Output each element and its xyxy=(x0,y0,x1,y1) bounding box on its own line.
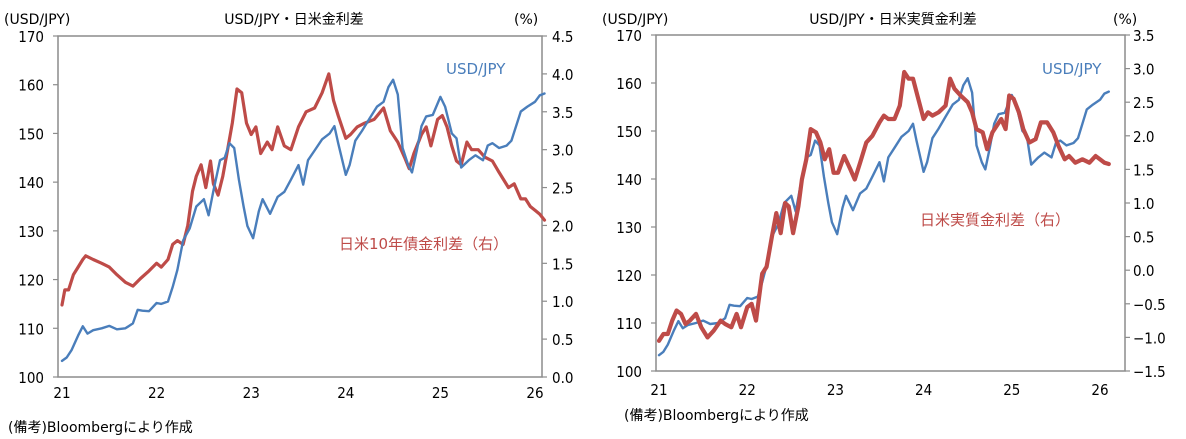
left-tick-label: 120 xyxy=(18,272,44,290)
x-tick-label: 25 xyxy=(1003,381,1020,399)
left-tick-label: 150 xyxy=(616,123,642,141)
left-tick-label: 130 xyxy=(616,219,642,237)
right-axis-unit: (%) xyxy=(514,12,538,28)
right-tick-label: 1.5 xyxy=(552,255,573,273)
source-note: (備考)Bloombergにより作成 xyxy=(624,408,809,424)
plot-frame xyxy=(57,35,543,378)
left-axis-unit: (USD/JPY) xyxy=(602,12,668,28)
x-tick-label: 22 xyxy=(148,384,165,402)
right-tick-label: 4.0 xyxy=(552,66,573,84)
x-tick-label: 21 xyxy=(650,381,667,399)
right-tick-label: 3.5 xyxy=(1133,27,1154,45)
chart-usdjpy-real-spread: (USD/JPY) USD/JPY・日米実質金利差 (%) (備考)Bloomb… xyxy=(602,12,1166,424)
right-tick-label: −1.0 xyxy=(1133,329,1166,347)
series-line-usdjpy xyxy=(60,78,546,363)
x-tick-label: 23 xyxy=(243,384,260,402)
right-tick-label: 3.5 xyxy=(552,104,573,122)
x-tick-label: 26 xyxy=(1091,381,1108,399)
left-tick-label: 110 xyxy=(616,315,642,333)
right-tick-label: 1.0 xyxy=(552,293,573,311)
right-tick-label: 0.0 xyxy=(1133,262,1154,280)
chart-usdjpy-10y-spread: (USD/JPY) USD/JPY・日米金利差 (%) (備考)Bloomber… xyxy=(4,12,573,436)
series-label-real-spread: 日米実質金利差（右） xyxy=(920,211,1070,229)
series-line-spread xyxy=(656,69,1111,343)
left-tick-label: 140 xyxy=(616,171,642,189)
right-tick-label: −1.5 xyxy=(1133,363,1166,381)
x-tick-label: 26 xyxy=(526,384,543,402)
left-axis-unit: (USD/JPY) xyxy=(4,12,70,28)
left-tick-label: 170 xyxy=(616,27,642,45)
left-tick-label: 100 xyxy=(18,369,44,387)
series-line-spread xyxy=(60,72,547,307)
right-tick-label: 2.5 xyxy=(1133,94,1154,112)
right-tick-label: 1.5 xyxy=(1133,161,1154,179)
right-tick-label: 0.0 xyxy=(552,369,573,387)
left-tick-label: 170 xyxy=(18,28,44,46)
x-tick-label: 22 xyxy=(739,381,756,399)
right-tick-label: 3.0 xyxy=(552,142,573,160)
left-tick-label: 110 xyxy=(18,320,44,338)
chart-title: USD/JPY・日米金利差 xyxy=(224,12,363,28)
series-label-spread: 日米10年債金利差（右） xyxy=(339,235,508,253)
right-tick-label: 1.0 xyxy=(1133,195,1154,213)
series-line-usdjpy xyxy=(657,77,1110,357)
right-axis-unit: (%) xyxy=(1113,12,1137,28)
right-tick-label: 2.5 xyxy=(552,180,573,198)
right-tick-label: 4.5 xyxy=(552,28,573,46)
x-tick-label: 24 xyxy=(337,384,354,402)
left-tick-label: 100 xyxy=(616,363,642,381)
left-tick-label: 120 xyxy=(616,267,642,285)
right-tick-label: −0.5 xyxy=(1133,296,1166,314)
left-tick-label: 140 xyxy=(18,174,44,192)
series-label-usdjpy: USD/JPY xyxy=(1042,60,1102,78)
left-tick-label: 160 xyxy=(18,77,44,95)
right-tick-label: 0.5 xyxy=(1133,229,1154,247)
x-tick-label: 23 xyxy=(827,381,844,399)
right-tick-label: 0.5 xyxy=(552,331,573,349)
x-tick-label: 21 xyxy=(53,384,70,402)
left-tick-label: 160 xyxy=(616,75,642,93)
source-note: (備考)Bloombergにより作成 xyxy=(8,420,193,436)
x-tick-label: 24 xyxy=(915,381,932,399)
right-tick-label: 2.0 xyxy=(1133,128,1154,146)
x-tick-label: 25 xyxy=(432,384,449,402)
chart-title: USD/JPY・日米実質金利差 xyxy=(809,12,976,28)
left-tick-label: 130 xyxy=(18,223,44,241)
plot-frame xyxy=(655,34,1126,372)
left-tick-label: 150 xyxy=(18,125,44,143)
right-tick-label: 3.0 xyxy=(1133,61,1154,79)
series-label-usdjpy: USD/JPY xyxy=(446,60,506,78)
right-tick-label: 2.0 xyxy=(552,217,573,235)
